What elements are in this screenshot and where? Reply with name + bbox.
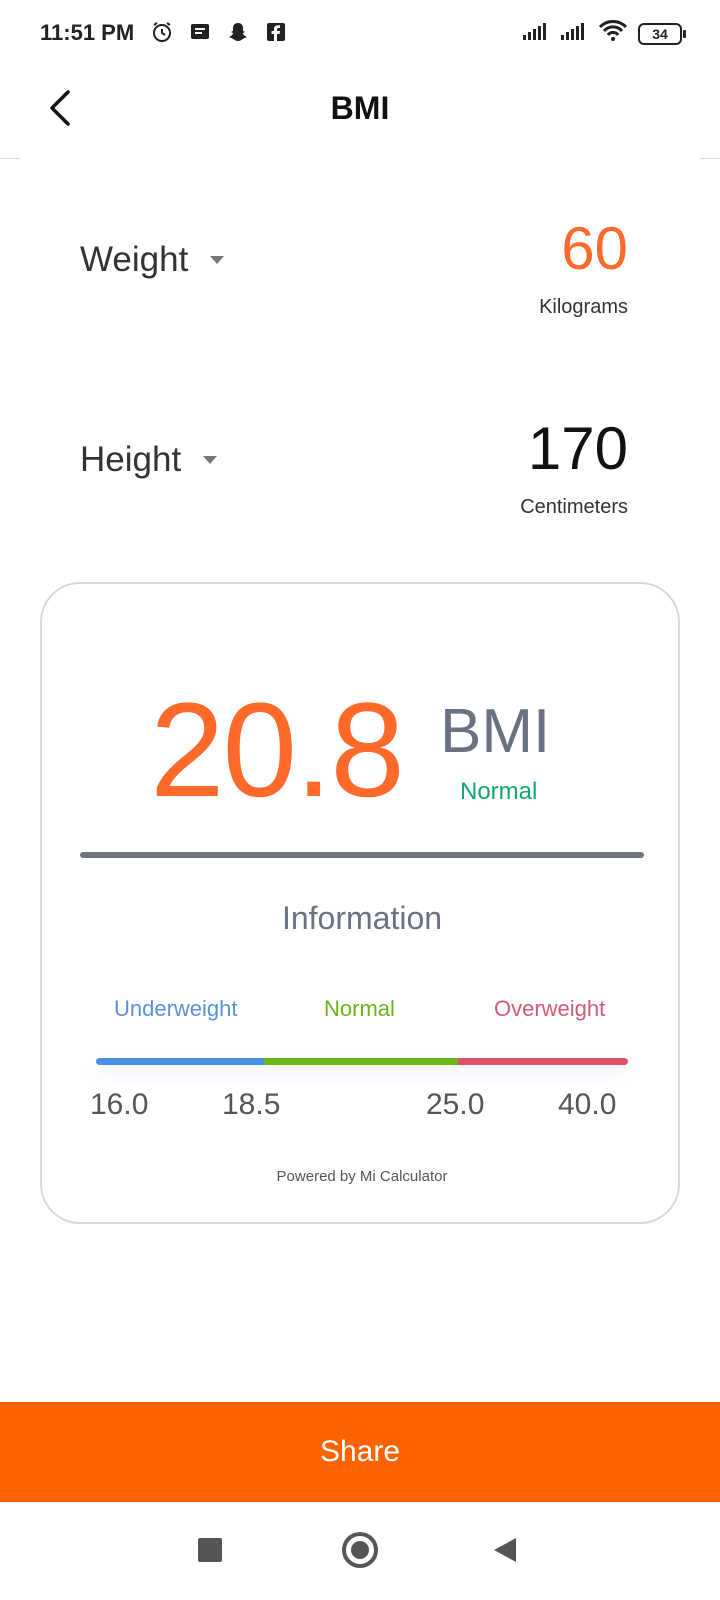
status-icons-right: 34 xyxy=(522,20,686,47)
range-label-overweight: Overweight xyxy=(494,996,606,1021)
alarm-icon xyxy=(150,20,174,44)
signal-icon xyxy=(560,21,588,46)
range-segment-overweight xyxy=(457,1058,628,1065)
caret-down-icon xyxy=(203,456,218,464)
home-icon[interactable] xyxy=(342,1532,378,1568)
height-unit-dropdown[interactable]: Height xyxy=(80,440,218,480)
range-segment-underweight xyxy=(96,1058,264,1065)
weight-unit: Kilograms xyxy=(539,296,628,318)
app-header: BMI xyxy=(0,70,720,160)
bmi-value: 20.8 xyxy=(150,676,405,825)
page-title: BMI xyxy=(330,90,390,126)
back-triangle-icon[interactable] xyxy=(494,1538,516,1562)
status-icons-left xyxy=(150,20,288,44)
bmi-status: Normal xyxy=(460,778,538,805)
status-bar: 11:51 PM 34 xyxy=(0,0,720,70)
range-segment-normal xyxy=(263,1058,458,1065)
back-button[interactable] xyxy=(40,86,84,130)
caret-down-icon xyxy=(210,256,225,264)
powered-by: Powered by Mi Calculator xyxy=(276,1168,448,1185)
tick-label: 25.0 xyxy=(426,1088,485,1121)
facebook-icon xyxy=(264,20,288,44)
tick-label: 18.5 xyxy=(222,1088,281,1121)
height-value[interactable]: 170 xyxy=(527,415,628,482)
bmi-range-bar xyxy=(96,1058,628,1065)
header-divider xyxy=(0,158,720,159)
status-time: 11:51 PM xyxy=(40,20,135,45)
tick-label: 16.0 xyxy=(90,1088,149,1121)
information-title: Information xyxy=(281,900,443,936)
wifi-icon xyxy=(598,20,628,47)
weight-unit-dropdown[interactable]: Weight xyxy=(80,240,225,280)
weight-value[interactable]: 60 xyxy=(561,215,628,282)
range-label-normal: Normal xyxy=(324,996,395,1021)
bmi-unit: BMI xyxy=(440,697,551,766)
height-unit: Centimeters xyxy=(520,496,628,518)
chevron-left-icon xyxy=(50,90,70,126)
signal-icon xyxy=(522,21,550,46)
system-nav-bar xyxy=(0,1502,720,1600)
bmi-result-card: 20.8 BMI Normal Information Underweight … xyxy=(40,582,680,1224)
snapchat-icon xyxy=(226,20,250,44)
battery-icon: 34 xyxy=(638,22,686,45)
share-button[interactable]: Share xyxy=(0,1402,720,1502)
weight-label: Weight xyxy=(80,240,189,279)
height-label: Height xyxy=(80,440,182,479)
recents-icon[interactable] xyxy=(198,1538,222,1562)
tick-label: 40.0 xyxy=(558,1088,617,1121)
result-divider xyxy=(80,852,644,858)
height-row: Height 170 Centimeters xyxy=(0,414,720,534)
message-icon xyxy=(188,20,212,44)
range-label-underweight: Underweight xyxy=(114,996,238,1021)
weight-row: Weight 60 Kilograms xyxy=(0,214,720,334)
